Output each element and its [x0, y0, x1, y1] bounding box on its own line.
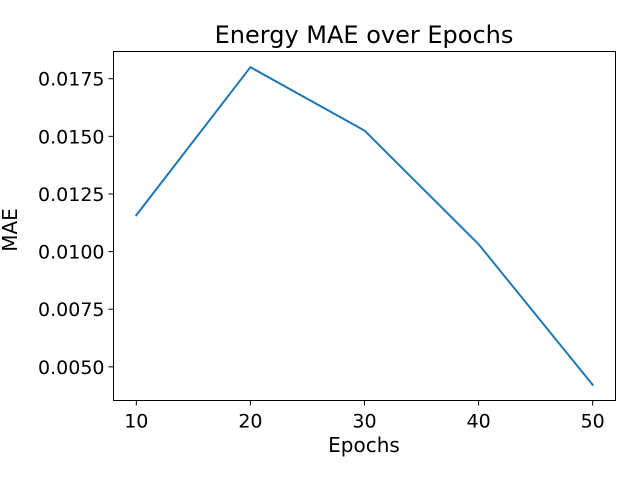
- x-tick-label: 10: [124, 411, 148, 433]
- y-tick-label: 0.0175: [38, 69, 104, 91]
- series-layer: [134, 66, 595, 387]
- x-tick-label: 50: [581, 411, 605, 433]
- series-line-0: [134, 66, 595, 387]
- y-axis-label: MAE: [0, 208, 22, 252]
- x-tick-label: 30: [352, 411, 376, 433]
- x-axis: 10 20 30 40 50: [124, 400, 605, 433]
- y-axis: 0.0050 0.0075 0.0100 0.0125 0.0150 0.0175: [38, 69, 114, 379]
- chart-title: Energy MAE over Epochs: [215, 21, 514, 49]
- y-tick-label: 0.0050: [38, 357, 104, 379]
- x-tick-label: 20: [238, 411, 262, 433]
- y-tick-label: 0.0150: [38, 126, 104, 148]
- plot-frame: [113, 51, 616, 401]
- y-tick-label: 0.0100: [38, 242, 104, 264]
- x-axis-label: Epochs: [328, 433, 400, 457]
- y-tick-label: 0.0075: [38, 299, 104, 321]
- x-tick-label: 40: [466, 411, 490, 433]
- y-tick-label: 0.0125: [38, 184, 104, 206]
- plot-area: [113, 51, 616, 401]
